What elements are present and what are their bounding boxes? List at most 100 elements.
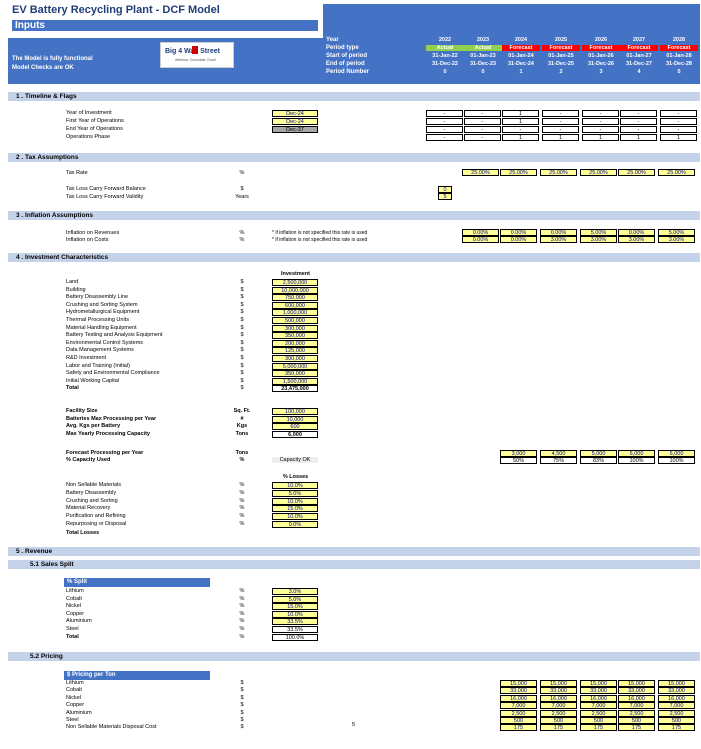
loss-input[interactable]: 5.0% [272, 489, 318, 497]
header-row-label: End of period [326, 61, 365, 67]
flag-cell: - [464, 126, 501, 133]
pricing-input[interactable]: 175 [658, 724, 695, 732]
split-value[interactable]: 33.5% [272, 618, 318, 626]
pricing-input[interactable]: 33,000 [658, 687, 695, 695]
pricing-input[interactable]: 7,000 [500, 702, 537, 710]
pricing-input[interactable]: 16,000 [500, 694, 537, 702]
investment-input[interactable]: 5,000,000 [272, 362, 318, 370]
inflation-cost-input[interactable]: 0.00% [462, 236, 499, 243]
inflation-cost-input[interactable]: 3.00% [540, 236, 577, 243]
tlcfv-input[interactable]: 5 [438, 193, 452, 200]
pricing-input[interactable]: 33,000 [500, 687, 537, 695]
inflation-revenue-input[interactable]: 0.00% [540, 229, 577, 236]
tax-rate-input[interactable]: 25.00% [540, 169, 577, 176]
forecast-processing-input[interactable]: 3,000 [500, 450, 537, 457]
inflation-revenue-input[interactable]: 5.00% [580, 229, 617, 236]
loss-input[interactable]: 0.0% [272, 521, 318, 528]
forecast-processing-input[interactable]: 6,000 [618, 450, 655, 457]
split-unit: % [239, 626, 245, 632]
pricing-input[interactable]: 16,000 [658, 694, 695, 702]
split-value[interactable]: 3.0% [272, 588, 318, 595]
investment-input[interactable]: 350,000 [272, 332, 318, 340]
forecast-processing-input[interactable]: 5,000 [580, 450, 617, 457]
investment-input[interactable]: 1,500,000 [272, 377, 318, 385]
investment-input[interactable]: 125,000 [272, 347, 318, 355]
tax-rate-input[interactable]: 25.00% [500, 169, 537, 176]
pricing-input[interactable]: 500 [540, 717, 577, 724]
split-value[interactable]: 5.0% [272, 595, 318, 603]
pricing-input[interactable]: 16,000 [580, 694, 617, 702]
tax-rate-input[interactable]: 25.00% [658, 169, 695, 176]
inflation-cost-input[interactable]: 0.00% [500, 236, 537, 243]
timeline-input[interactable]: Dec-24 [272, 110, 318, 117]
inflation-revenue-input[interactable]: 0.00% [462, 229, 499, 236]
pricing-input[interactable]: 7,000 [658, 702, 695, 710]
forecast-processing-input[interactable]: 4,500 [540, 450, 577, 457]
investment-input[interactable]: 600,000 [272, 301, 318, 309]
tax-rate-input[interactable]: 25.00% [462, 169, 499, 176]
pricing-input[interactable]: 16,000 [540, 694, 577, 702]
inflation-cost-input[interactable]: 3.00% [618, 236, 655, 243]
tax-rate-input[interactable]: 25.00% [618, 169, 655, 176]
pricing-input[interactable]: 33,000 [540, 687, 577, 695]
tax-rate-input[interactable]: 25.00% [580, 169, 617, 176]
pricing-input[interactable]: 33,000 [580, 687, 617, 695]
investment-input[interactable]: 200,000 [272, 339, 318, 347]
pricing-input[interactable]: 175 [500, 724, 537, 732]
pricing-input[interactable]: 2,500 [580, 709, 617, 717]
loss-input[interactable]: 10.0% [272, 497, 318, 505]
pricing-input[interactable]: 500 [580, 717, 617, 724]
inflation-revenue-input[interactable]: 0.00% [500, 229, 537, 236]
pricing-input[interactable]: 15,000 [618, 680, 655, 687]
facility-value[interactable]: 100,000 [272, 408, 318, 415]
pricing-input[interactable]: 2,500 [618, 709, 655, 717]
pricing-input[interactable]: 2,500 [540, 709, 577, 717]
investment-input[interactable]: 300,000 [272, 324, 318, 332]
inflation-revenue-input[interactable]: 0.00% [618, 229, 655, 236]
investment-input[interactable]: 750,000 [272, 294, 318, 302]
timeline-input[interactable]: Dec-24 [272, 118, 318, 125]
capacity-check: Capacity OK [272, 457, 318, 463]
inflation-revenue-input[interactable]: 5.00% [658, 229, 695, 236]
pricing-input[interactable]: 7,000 [580, 702, 617, 710]
inflation-cost-input[interactable]: 3.00% [658, 236, 695, 243]
split-value[interactable]: 15.0% [272, 603, 318, 611]
pricing-input[interactable]: 7,000 [540, 702, 577, 710]
investment-input[interactable]: 500,000 [272, 317, 318, 324]
facility-value[interactable]: 10,000 [272, 415, 318, 423]
timeline-label: Year of Investment [66, 110, 112, 116]
loss-input[interactable]: 10.0% [272, 482, 318, 489]
loss-input[interactable]: 10.0% [272, 513, 318, 521]
inflation-note-2: * if inflation is not specified this rat… [272, 237, 368, 243]
forecast-processing-input[interactable]: 6,000 [658, 450, 695, 457]
pricing-input[interactable]: 15,000 [540, 680, 577, 687]
split-value[interactable]: 10.0% [272, 610, 318, 618]
flag-cell: - [464, 118, 501, 125]
pricing-input[interactable]: 175 [580, 724, 617, 732]
pricing-input[interactable]: 15,000 [658, 680, 695, 687]
pricing-input[interactable]: 15,000 [580, 680, 617, 687]
investment-input[interactable]: 350,000 [272, 370, 318, 378]
pricing-input[interactable]: 2,500 [500, 709, 537, 717]
investment-input[interactable]: 300,000 [272, 355, 318, 362]
inflation-cost-input[interactable]: 3.00% [580, 236, 617, 243]
investment-input[interactable]: 1,000,000 [272, 309, 318, 317]
pricing-input[interactable]: 500 [658, 717, 695, 724]
loss-input[interactable]: 15.0% [272, 505, 318, 513]
pricing-input[interactable]: 16,000 [618, 694, 655, 702]
flag-cell: - [426, 126, 463, 133]
pricing-input[interactable]: 175 [618, 724, 655, 732]
pricing-input[interactable]: 2,500 [658, 709, 695, 717]
pricing-input[interactable]: 175 [540, 724, 577, 732]
pricing-input[interactable]: 500 [618, 717, 655, 724]
facility-value[interactable]: 600 [272, 423, 318, 430]
pricing-input[interactable]: 500 [500, 717, 537, 724]
pricing-input[interactable]: 7,000 [618, 702, 655, 710]
investment-input[interactable]: 10,000,000 [272, 286, 318, 294]
tlcf-input[interactable]: 0 [438, 186, 452, 193]
split-header: % Split [64, 578, 210, 587]
pricing-input[interactable]: 33,000 [618, 687, 655, 695]
investment-input[interactable]: 2,500,000 [272, 279, 318, 286]
timeline-label: First Year of Operations [66, 118, 124, 124]
pricing-input[interactable]: 15,000 [500, 680, 537, 687]
